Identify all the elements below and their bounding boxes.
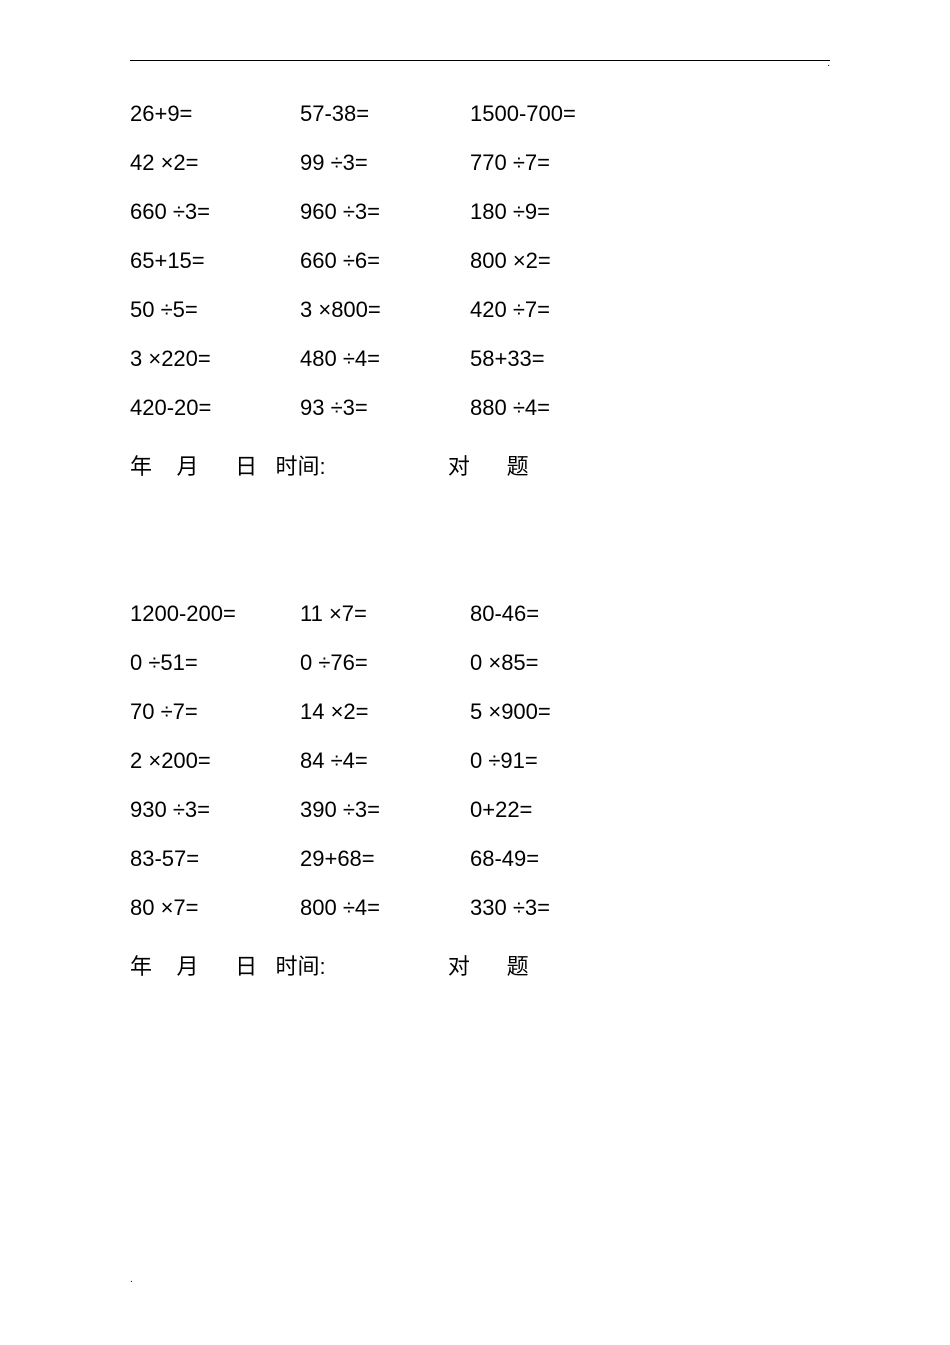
problem-cell: 2 ×200=	[130, 748, 300, 774]
footer-gap	[152, 954, 176, 980]
problem-cell: 83-57=	[130, 846, 300, 872]
footer-problems: 题	[507, 449, 529, 481]
problem-cell: 1200-200=	[130, 601, 300, 627]
corner-dot-right: .	[827, 58, 830, 69]
problem-cell: 0 ÷91=	[470, 748, 650, 774]
problem-cell: 1500-700=	[470, 101, 650, 127]
footer-month: 月	[176, 449, 198, 481]
problem-cell: 180 ÷9=	[470, 199, 650, 225]
footer-time-label: 时间:	[276, 949, 326, 981]
footer-gap	[198, 954, 235, 980]
problem-cell: 390 ÷3=	[300, 797, 470, 823]
problem-cell: 480 ÷4=	[300, 346, 470, 372]
problem-cell: 70 ÷7=	[130, 699, 300, 725]
worksheet-2: 1200-200= 11 ×7= 80-46= 0 ÷51= 0 ÷76= 0 …	[130, 601, 830, 981]
footer-gap	[470, 454, 507, 480]
footer-year: 年	[130, 449, 152, 481]
problem-cell: 26+9=	[130, 101, 300, 127]
problem-cell: 58+33=	[470, 346, 650, 372]
footer-day: 日	[235, 949, 257, 981]
problem-cell: 800 ÷4=	[300, 895, 470, 921]
problem-cell: 50 ÷5=	[130, 297, 300, 323]
footer-correct: 对	[448, 949, 470, 981]
problem-cell: 0+22=	[470, 797, 650, 823]
problem-cell: 880 ÷4=	[470, 395, 650, 421]
problems-grid-1: 26+9= 57-38= 1500-700= 42 ×2= 99 ÷3= 770…	[130, 101, 830, 421]
problem-cell: 0 ÷76=	[300, 650, 470, 676]
footer-time-label: 时间:	[276, 449, 326, 481]
problem-cell: 420-20=	[130, 395, 300, 421]
footer-month: 月	[176, 949, 198, 981]
footer-gap	[326, 954, 448, 980]
footer-problems: 题	[507, 949, 529, 981]
problem-cell: 84 ÷4=	[300, 748, 470, 774]
problem-cell: 11 ×7=	[300, 601, 470, 627]
problem-cell: 93 ÷3=	[300, 395, 470, 421]
top-rule	[130, 60, 830, 61]
footer-day: 日	[235, 449, 257, 481]
problem-cell: 65+15=	[130, 248, 300, 274]
problem-cell: 57-38=	[300, 101, 470, 127]
problem-cell: 770 ÷7=	[470, 150, 650, 176]
problem-cell: 3 ×800=	[300, 297, 470, 323]
footer-correct: 对	[448, 449, 470, 481]
footer-gap	[257, 454, 275, 480]
footer-gap	[257, 954, 275, 980]
worksheet-footer-1: 年 月 日 时间: 对 题	[130, 449, 830, 481]
problem-cell: 80-46=	[470, 601, 650, 627]
problem-cell: 0 ×85=	[470, 650, 650, 676]
problem-cell: 68-49=	[470, 846, 650, 872]
worksheet-footer-2: 年 月 日 时间: 对 题	[130, 949, 830, 981]
problem-cell: 660 ÷3=	[130, 199, 300, 225]
footer-gap	[198, 454, 235, 480]
problem-cell: 99 ÷3=	[300, 150, 470, 176]
problem-cell: 42 ×2=	[130, 150, 300, 176]
problem-cell: 3 ×220=	[130, 346, 300, 372]
problem-cell: 960 ÷3=	[300, 199, 470, 225]
footer-gap	[152, 454, 176, 480]
problem-cell: 800 ×2=	[470, 248, 650, 274]
footer-gap	[326, 454, 448, 480]
problem-cell: 330 ÷3=	[470, 895, 650, 921]
problem-cell: 660 ÷6=	[300, 248, 470, 274]
corner-dot-bottom: .	[130, 1274, 133, 1285]
problem-cell: 14 ×2=	[300, 699, 470, 725]
problem-cell: 5 ×900=	[470, 699, 650, 725]
worksheet-1: 26+9= 57-38= 1500-700= 42 ×2= 99 ÷3= 770…	[130, 101, 830, 481]
page-content: . 26+9= 57-38= 1500-700= 42 ×2= 99 ÷3= 7…	[0, 0, 950, 1141]
problem-cell: 29+68=	[300, 846, 470, 872]
problem-cell: 420 ÷7=	[470, 297, 650, 323]
problems-grid-2: 1200-200= 11 ×7= 80-46= 0 ÷51= 0 ÷76= 0 …	[130, 601, 830, 921]
footer-year: 年	[130, 949, 152, 981]
footer-gap	[470, 954, 507, 980]
problem-cell: 80 ×7=	[130, 895, 300, 921]
problem-cell: 0 ÷51=	[130, 650, 300, 676]
problem-cell: 930 ÷3=	[130, 797, 300, 823]
